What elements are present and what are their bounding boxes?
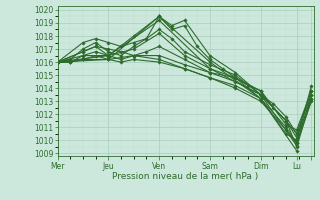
- X-axis label: Pression niveau de la mer( hPa ): Pression niveau de la mer( hPa ): [112, 172, 259, 181]
